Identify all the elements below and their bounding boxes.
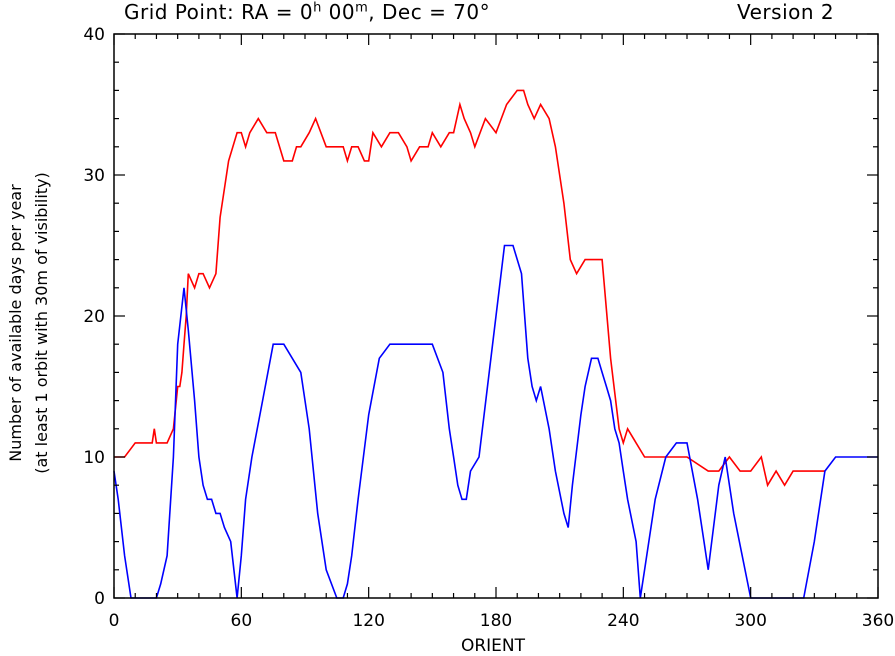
x-tick-label: 120 (352, 611, 384, 631)
version-label: Version 2 (737, 0, 835, 24)
y-tick-label: 10 (83, 448, 105, 468)
y-tick-label: 40 (83, 25, 105, 45)
chart-title: Grid Point: RA = 0h 00m, Dec = 70° (124, 0, 491, 24)
x-tick-label: 300 (734, 611, 766, 631)
series-line-2 (113, 244, 878, 599)
y-tick-label: 20 (83, 307, 105, 327)
tick-labels: 0 60 120 180 240 300 360 0 10 20 30 40 (83, 25, 894, 631)
x-axis-label: ORIENT (461, 636, 526, 656)
x-tick-label: 0 (109, 611, 120, 631)
y-axis-label-line2: (at least 1 orbit with 30m of visibility… (32, 172, 51, 474)
x-tick-label: 240 (607, 611, 639, 631)
plot-lines (113, 89, 878, 599)
series-line-1 (114, 89, 825, 488)
x-tick-label: 180 (480, 611, 512, 631)
y-tick-label: 0 (94, 589, 105, 609)
x-tick-label: 360 (862, 611, 894, 631)
x-tick-label: 60 (231, 611, 253, 631)
y-axis-label-line1: Number of available days per year (6, 184, 25, 462)
axis-ticks (113, 33, 879, 599)
y-tick-label: 30 (83, 166, 105, 186)
